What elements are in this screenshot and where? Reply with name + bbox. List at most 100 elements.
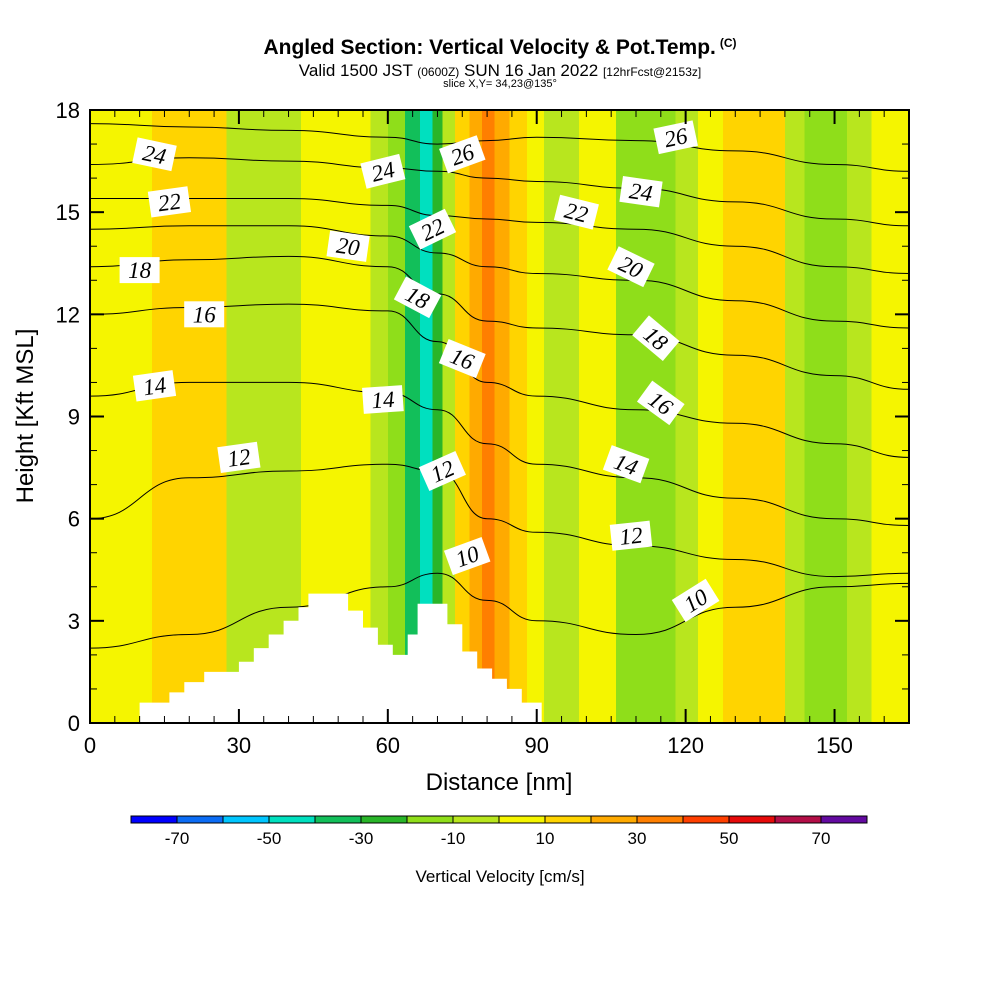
colorbar-swatch bbox=[131, 816, 177, 823]
colorbar: -70 -50 -30 -10 10 30 50 70 bbox=[130, 815, 868, 848]
colorbar-tick-label: 70 bbox=[812, 829, 831, 848]
chart-subtitle: Valid 1500 JST (0600Z) SUN 16 Jan 2022 [… bbox=[0, 61, 1000, 81]
isentrope-label: 14 bbox=[371, 387, 396, 414]
isentrope-label-group: 16 bbox=[184, 301, 225, 328]
colorbar-swatch bbox=[591, 816, 637, 823]
colorbar-tick-label: -50 bbox=[257, 829, 282, 848]
colorbar-title: Vertical Velocity [cm/s] bbox=[415, 867, 584, 886]
colorbar-swatch bbox=[729, 816, 775, 823]
isentrope-label: 18 bbox=[128, 258, 152, 283]
isentrope-label-box bbox=[326, 230, 370, 262]
isentrope-label-box bbox=[147, 186, 192, 218]
isentrope-22 bbox=[90, 197, 909, 274]
isentrope-18 bbox=[90, 255, 909, 390]
isentrope-label-group: 22 bbox=[553, 194, 599, 230]
isentrope-label: 22 bbox=[156, 188, 182, 216]
isentrope-label-group: 18 bbox=[119, 257, 160, 284]
isentrope-10 bbox=[90, 572, 909, 649]
y-tick-label: 18 bbox=[56, 98, 80, 123]
colorbar-swatch bbox=[453, 816, 499, 823]
isentrope-label-box bbox=[443, 537, 491, 576]
isentrope-label-box bbox=[671, 578, 720, 623]
isentrope-label-group: 24 bbox=[132, 137, 177, 172]
y-axis-title: Height [Kft MSL] bbox=[12, 329, 39, 504]
valid-zulu: (0600Z) bbox=[417, 65, 460, 79]
chart-title-unit: (C) bbox=[719, 36, 737, 50]
colorbar-swatch bbox=[315, 816, 361, 823]
isentrope-label-box bbox=[119, 257, 160, 284]
colorbar-swatch bbox=[821, 816, 867, 823]
isentrope-label-group: 24 bbox=[360, 153, 406, 189]
isentrope-label-box bbox=[607, 246, 655, 288]
x-tick-label: 0 bbox=[84, 733, 96, 758]
isentrope-label-box bbox=[362, 385, 404, 414]
isentrope-label-box bbox=[393, 276, 442, 319]
isentrope-label-box bbox=[217, 441, 261, 474]
isentrope-label: 20 bbox=[335, 233, 362, 261]
isentrope-label-group: 14 bbox=[362, 385, 404, 414]
x-tick-label: 150 bbox=[816, 733, 853, 758]
slice-info: slice X,Y= 34,23@135° bbox=[443, 78, 557, 90]
terrain-mask bbox=[90, 593, 909, 723]
axes: 0 30 60 90 120 150 0 3 6 9 12 15 18 bbox=[56, 98, 909, 758]
isentrope-label: 14 bbox=[141, 372, 167, 400]
y-tick-label: 6 bbox=[68, 507, 80, 532]
isentrope-label-group: 14 bbox=[132, 370, 177, 402]
isentrope-label-box bbox=[619, 176, 663, 208]
colorbar-swatch bbox=[269, 816, 315, 823]
colorbar-swatch bbox=[361, 816, 407, 823]
isentrope-14 bbox=[90, 381, 909, 526]
isentrope-label-group: 12 bbox=[609, 520, 653, 551]
isentrope-contours bbox=[90, 123, 909, 649]
isentrope-label-box bbox=[184, 301, 225, 328]
chart-title: Angled Section: Vertical Velocity & Pot.… bbox=[0, 36, 1000, 60]
valid-time: Valid 1500 JST bbox=[298, 61, 413, 80]
isentrope-label-box bbox=[360, 153, 406, 189]
x-tick-label: 90 bbox=[524, 733, 548, 758]
isentrope-label-box bbox=[609, 520, 653, 551]
isentrope-label: 16 bbox=[193, 302, 217, 327]
isentrope-label-group: 22 bbox=[147, 186, 192, 218]
colorbar-swatch bbox=[637, 816, 683, 823]
isentrope-label-group: 12 bbox=[217, 441, 261, 474]
colorbar-tick-label: -30 bbox=[349, 829, 374, 848]
x-axis-title: Distance [nm] bbox=[426, 769, 573, 796]
y-tick-label: 15 bbox=[56, 200, 80, 225]
isentrope-20 bbox=[90, 225, 909, 329]
isentrope-label-box bbox=[602, 445, 650, 484]
colorbar-tick-label: 30 bbox=[628, 829, 647, 848]
valid-date: SUN 16 Jan 2022 bbox=[464, 61, 599, 80]
x-tick-label: 120 bbox=[667, 733, 704, 758]
isentrope-label: 24 bbox=[141, 140, 169, 169]
isentrope-label-box bbox=[438, 339, 486, 379]
isentrope-label-box bbox=[439, 135, 486, 174]
plot-area: 2422181614122024262218161412102224262018… bbox=[89, 109, 910, 724]
chart-title-text: Angled Section: Vertical Velocity & Pot.… bbox=[263, 36, 716, 59]
isentrope-label: 24 bbox=[628, 178, 654, 206]
isentrope-24 bbox=[90, 157, 909, 227]
isentrope-label-box bbox=[553, 194, 599, 230]
isentrope-12 bbox=[90, 463, 909, 578]
x-tick-label: 30 bbox=[227, 733, 251, 758]
colorbar-swatch bbox=[177, 816, 223, 823]
y-tick-label: 9 bbox=[68, 405, 80, 430]
isentrope-label-box bbox=[132, 137, 177, 172]
isentrope-label: 12 bbox=[226, 444, 252, 472]
colorbar-swatch bbox=[407, 816, 453, 823]
isentrope-label-box bbox=[636, 380, 685, 426]
colorbar-swatch bbox=[775, 816, 821, 823]
colorbar-swatch bbox=[499, 816, 545, 823]
isentrope-16 bbox=[90, 303, 909, 458]
isentrope-label-box bbox=[408, 208, 457, 250]
colorbar-swatch bbox=[683, 816, 729, 823]
vertical-velocity-field bbox=[90, 110, 909, 723]
isentrope-label-group: 24 bbox=[619, 176, 663, 208]
colorbar-tick-label: 50 bbox=[720, 829, 739, 848]
colorbar-tick-label: -70 bbox=[165, 829, 190, 848]
y-tick-label: 0 bbox=[68, 711, 80, 736]
colorbar-tick-label: -10 bbox=[441, 829, 466, 848]
isentrope-label-group: 10 bbox=[443, 537, 491, 576]
isentrope-label-box bbox=[632, 315, 680, 362]
colorbar-swatch bbox=[223, 816, 269, 823]
